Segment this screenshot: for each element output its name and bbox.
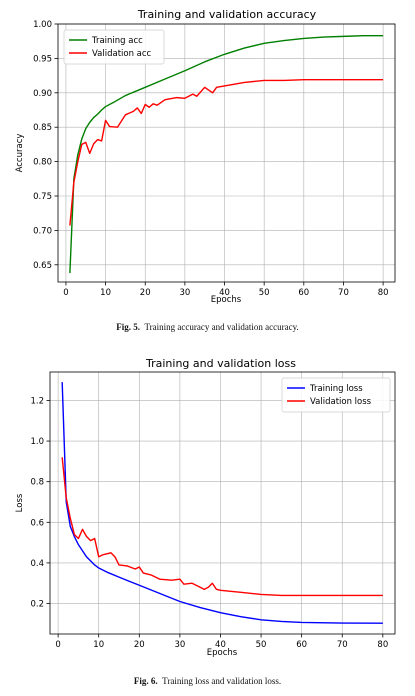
loss-series-line-1 <box>61 457 383 597</box>
accuracy-y-tick-label-6: 0.95 <box>33 54 52 64</box>
accuracy-x-tick-label-0: 0 <box>63 288 68 298</box>
accuracy-chart-title: Training and validation accuracy <box>137 8 317 21</box>
accuracy-x-tick-label-7: 70 <box>338 288 349 298</box>
accuracy-chart: Training and validation accuracy 0 10 20 30… <box>15 8 396 305</box>
accuracy-y-axis-label: Accuracy <box>15 134 25 173</box>
accuracy-x-axis-label: Epochs <box>211 295 242 305</box>
accuracy-legend-label-0: Training acc <box>91 36 143 46</box>
accuracy-x-tick-label-1: 10 <box>100 288 111 298</box>
accuracy-legend-label-1: Validation acc <box>92 49 152 59</box>
accuracy-y-tick-label-7: 1.00 <box>33 20 52 30</box>
loss-legend: Training loss Validation loss <box>281 377 391 413</box>
loss-plot-frame <box>49 371 396 635</box>
loss-chart: Training and validation loss 0 10 20 30 40 50… <box>15 357 396 658</box>
loss-y-ticks: 0.2 0.4 0.6 0.8 1.0 1.2 <box>30 396 50 610</box>
loss-x-tick-label-4: 40 <box>215 640 226 650</box>
loss-legend-box <box>281 377 391 413</box>
figure-6-caption: Fig. 6. Training loss and validation los… <box>0 676 415 686</box>
loss-series-line-0 <box>61 382 383 624</box>
accuracy-x-tick-label-2: 20 <box>140 288 151 298</box>
accuracy-plot-frame <box>57 23 396 283</box>
accuracy-legend-box <box>63 29 165 65</box>
loss-y-axis-label: Loss <box>15 493 25 512</box>
accuracy-series-line-1 <box>69 79 384 226</box>
loss-y-tick-label-2: 0.6 <box>30 518 44 528</box>
loss-x-tick-label-3: 30 <box>174 640 185 650</box>
accuracy-y-tick-label-0: 0.65 <box>33 261 52 271</box>
loss-legend-label-0: Training loss <box>309 384 363 394</box>
figure-6-caption-text: Training loss and validation loss. <box>162 676 282 686</box>
loss-x-tick-label-6: 60 <box>296 640 307 650</box>
accuracy-series-line-0 <box>69 35 384 274</box>
accuracy-x-tick-label-4: 40 <box>219 288 230 298</box>
loss-x-axis-label: Epochs <box>207 648 238 658</box>
loss-x-tick-label-8: 80 <box>377 640 388 650</box>
accuracy-x-tick-label-8: 80 <box>378 288 389 298</box>
loss-x-tick-label-0: 0 <box>55 640 60 650</box>
accuracy-x-tick-label-6: 60 <box>298 288 309 298</box>
accuracy-y-tick-label-4: 0.85 <box>33 123 52 133</box>
loss-chart-title: Training and validation loss <box>145 357 296 370</box>
loss-y-tick-label-1: 0.4 <box>30 559 44 569</box>
loss-y-tick-label-4: 1.0 <box>30 437 44 447</box>
accuracy-y-tick-label-2: 0.75 <box>33 192 52 202</box>
loss-x-ticks: 0 10 20 30 40 50 60 70 80 <box>55 634 388 650</box>
loss-x-tick-label-7: 70 <box>337 640 348 650</box>
accuracy-y-ticks: 0.65 0.70 0.75 0.80 0.85 0.90 0.95 1.00 <box>33 20 58 271</box>
loss-y-tick-label-5: 1.2 <box>30 396 44 406</box>
accuracy-y-tick-label-1: 0.70 <box>33 226 52 236</box>
accuracy-x-ticks: 0 10 20 30 40 50 60 70 80 <box>63 282 389 298</box>
accuracy-legend: Training acc Validation acc <box>63 29 165 65</box>
accuracy-grid <box>58 23 395 282</box>
loss-lines <box>61 382 383 624</box>
loss-legend-label-1: Validation loss <box>310 397 372 407</box>
accuracy-x-tick-label-5: 50 <box>259 288 270 298</box>
figure-6-label: Fig. 6. <box>133 676 158 686</box>
figure-5-label: Fig. 5. <box>116 322 140 332</box>
accuracy-x-tick-label-3: 30 <box>179 288 190 298</box>
figure-5-caption: Fig. 5. Training accuracy and validation… <box>0 322 415 332</box>
loss-x-tick-label-2: 20 <box>134 640 145 650</box>
accuracy-y-tick-label-5: 0.90 <box>33 89 52 99</box>
loss-x-tick-label-5: 50 <box>256 640 267 650</box>
accuracy-plot-area <box>58 24 395 282</box>
figure-5-caption-text: Training accuracy and validation accurac… <box>144 322 299 332</box>
accuracy-y-tick-label-3: 0.80 <box>33 158 52 168</box>
loss-y-tick-label-3: 0.8 <box>30 478 44 488</box>
loss-y-tick-label-0: 0.2 <box>30 600 44 610</box>
loss-x-tick-label-1: 10 <box>93 640 104 650</box>
accuracy-lines <box>69 35 384 274</box>
